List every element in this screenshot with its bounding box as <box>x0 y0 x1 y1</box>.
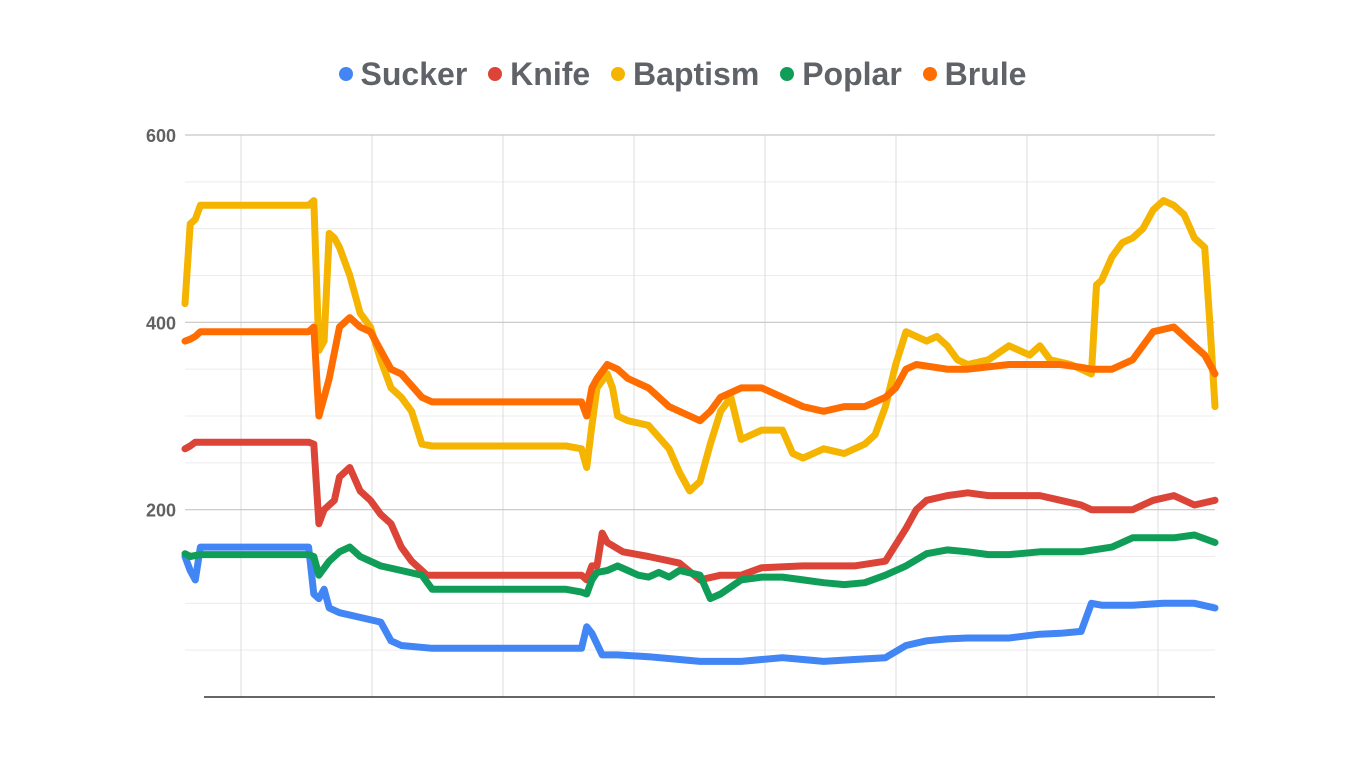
legend-item-poplar[interactable]: Poplar <box>780 56 902 93</box>
series-lines <box>181 197 1219 665</box>
legend: Sucker Knife Baptism Poplar Brule <box>0 52 1365 93</box>
legend-item-baptism[interactable]: Baptism <box>611 56 759 93</box>
legend-item-brule[interactable]: Brule <box>922 55 1027 93</box>
grid <box>185 134 1215 697</box>
legend-label-sucker: Sucker <box>360 55 468 92</box>
legend-label-brule: Brule <box>944 55 1027 92</box>
series-line-sucker[interactable] <box>181 543 1219 665</box>
series-line-baptism[interactable] <box>181 197 1219 495</box>
series-line-brule[interactable] <box>181 314 1219 425</box>
legend-marker-brule <box>922 67 937 81</box>
y-tick-label: 200 <box>146 501 176 521</box>
legend-item-sucker[interactable]: Sucker <box>338 55 468 93</box>
series-line-poplar[interactable] <box>181 531 1219 603</box>
legend-label-poplar: Poplar <box>802 55 902 92</box>
y-tick-label: 600 <box>146 126 176 146</box>
legend-item-knife[interactable]: Knife <box>488 56 590 93</box>
y-tick-label: 400 <box>146 313 176 333</box>
series-line-knife[interactable] <box>181 438 1219 584</box>
legend-marker-poplar <box>780 67 795 81</box>
legend-label-baptism: Baptism <box>633 55 760 92</box>
axes: 600 400 200 <box>146 126 1215 698</box>
legend-marker-baptism <box>611 67 626 81</box>
legend-marker-sucker <box>338 67 353 81</box>
legend-marker-knife <box>488 67 503 81</box>
legend-label-knife: Knife <box>510 55 591 92</box>
